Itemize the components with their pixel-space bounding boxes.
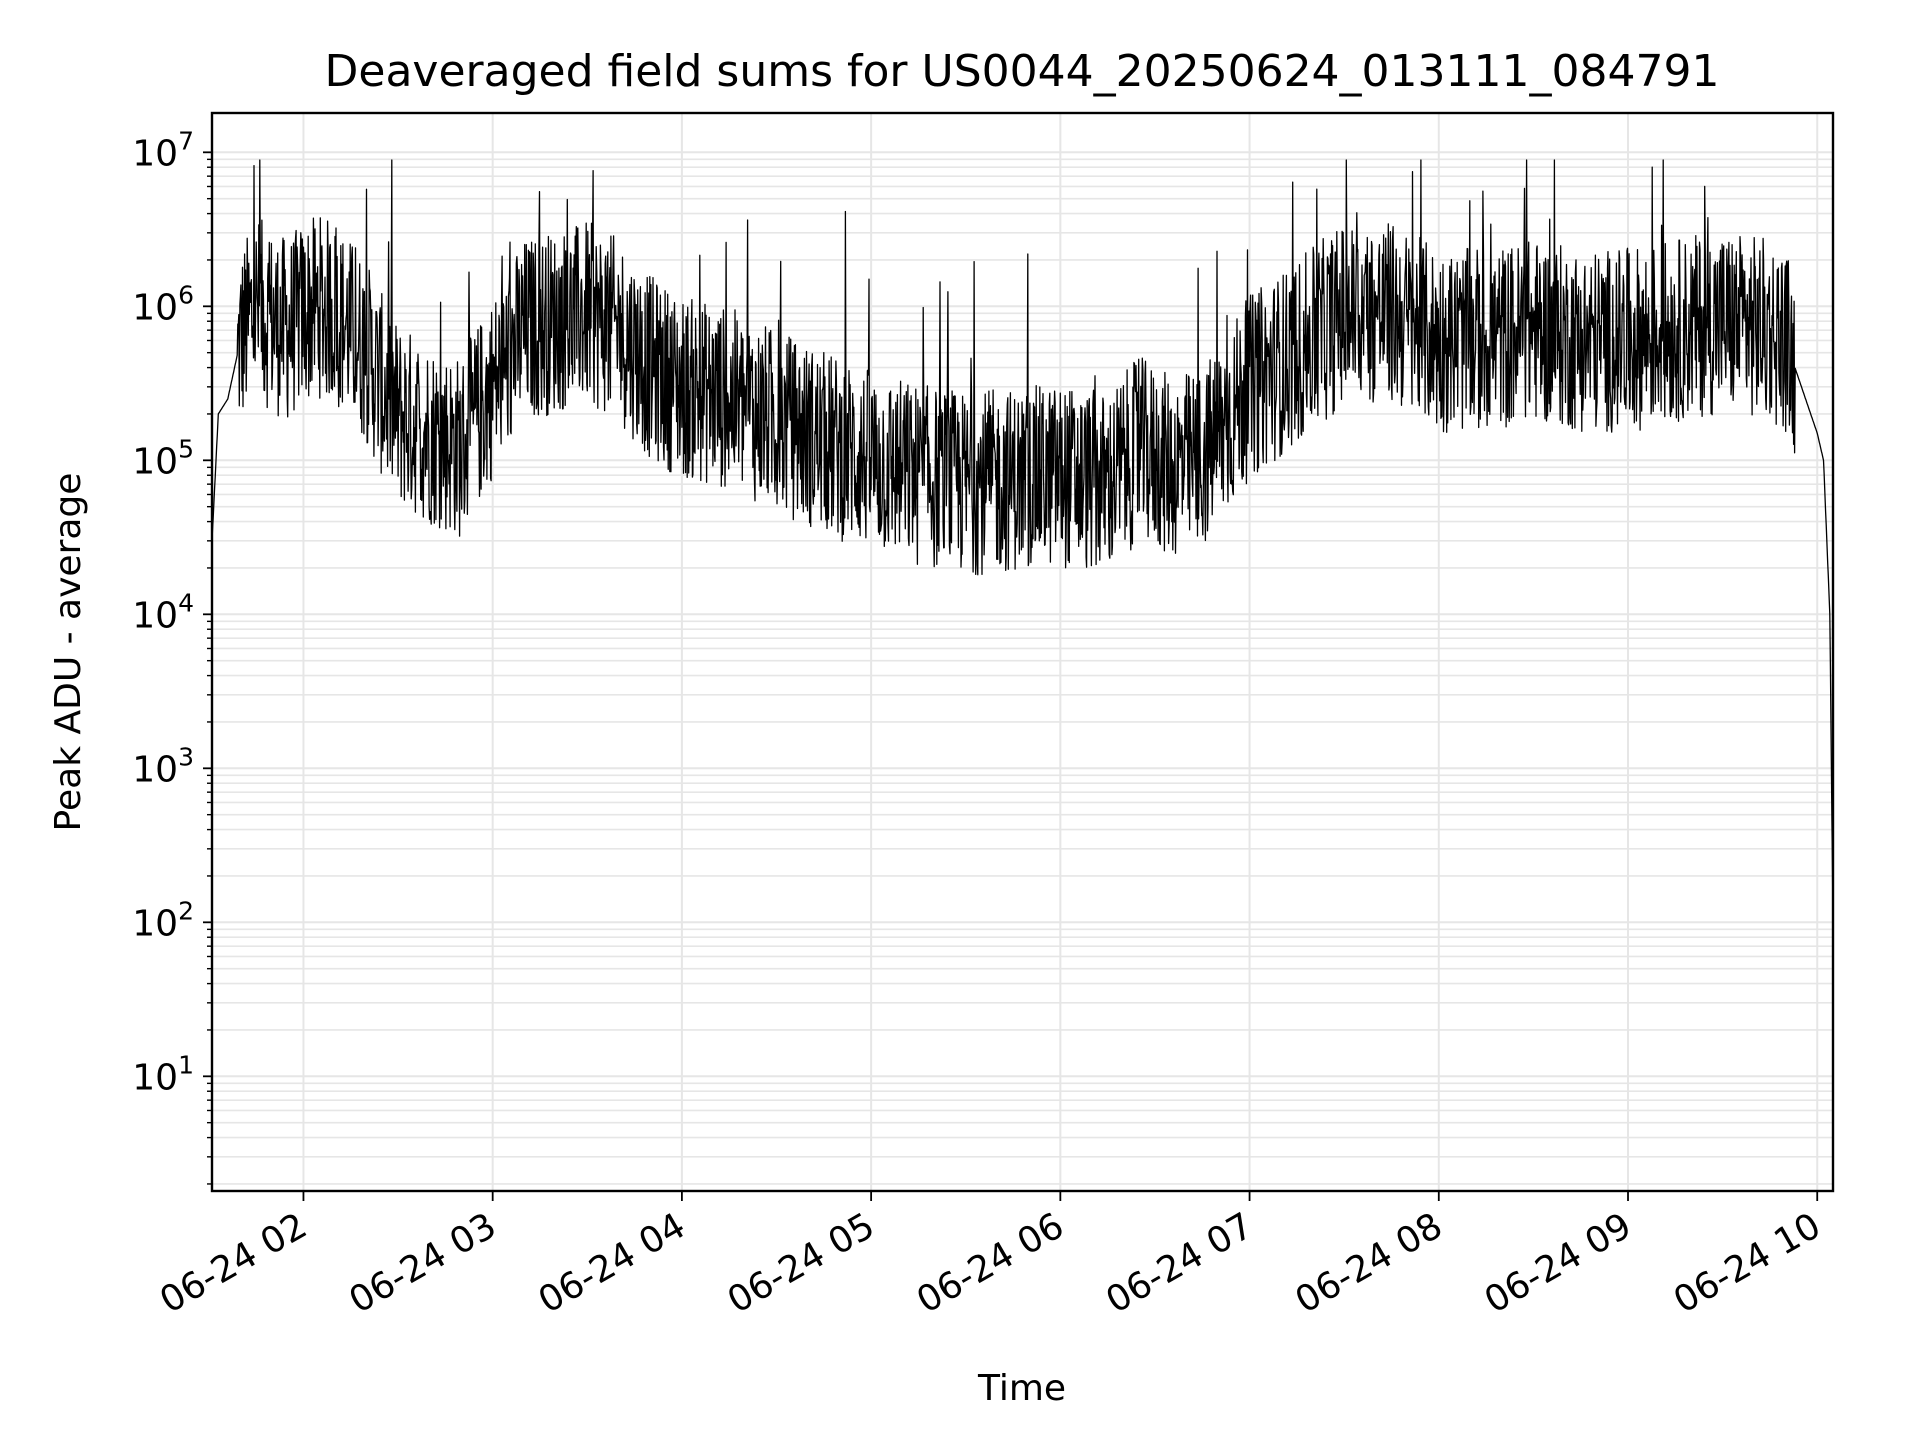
y-axis-label: Peak ADU - average [48,473,89,832]
y-tick-label: 104 [132,588,194,636]
plot-frame [210,111,1835,1193]
grid [212,113,1833,1191]
y-tick-label: 107 [132,126,194,174]
y-tick-label: 101 [132,1050,194,1098]
y-tick-label: 102 [132,896,194,944]
y-axis: 101 102 103 104 105 106 107 [132,126,212,1185]
series-layer [211,159,1834,923]
y-tick-label: 105 [132,434,194,482]
series-line [211,159,1834,923]
chart-title: Deaveraged field sums for US0044_2025062… [325,46,1720,97]
x-axis-label: Time [977,1368,1066,1409]
y-tick-label: 106 [132,280,194,328]
y-tick-label: 103 [132,742,194,790]
